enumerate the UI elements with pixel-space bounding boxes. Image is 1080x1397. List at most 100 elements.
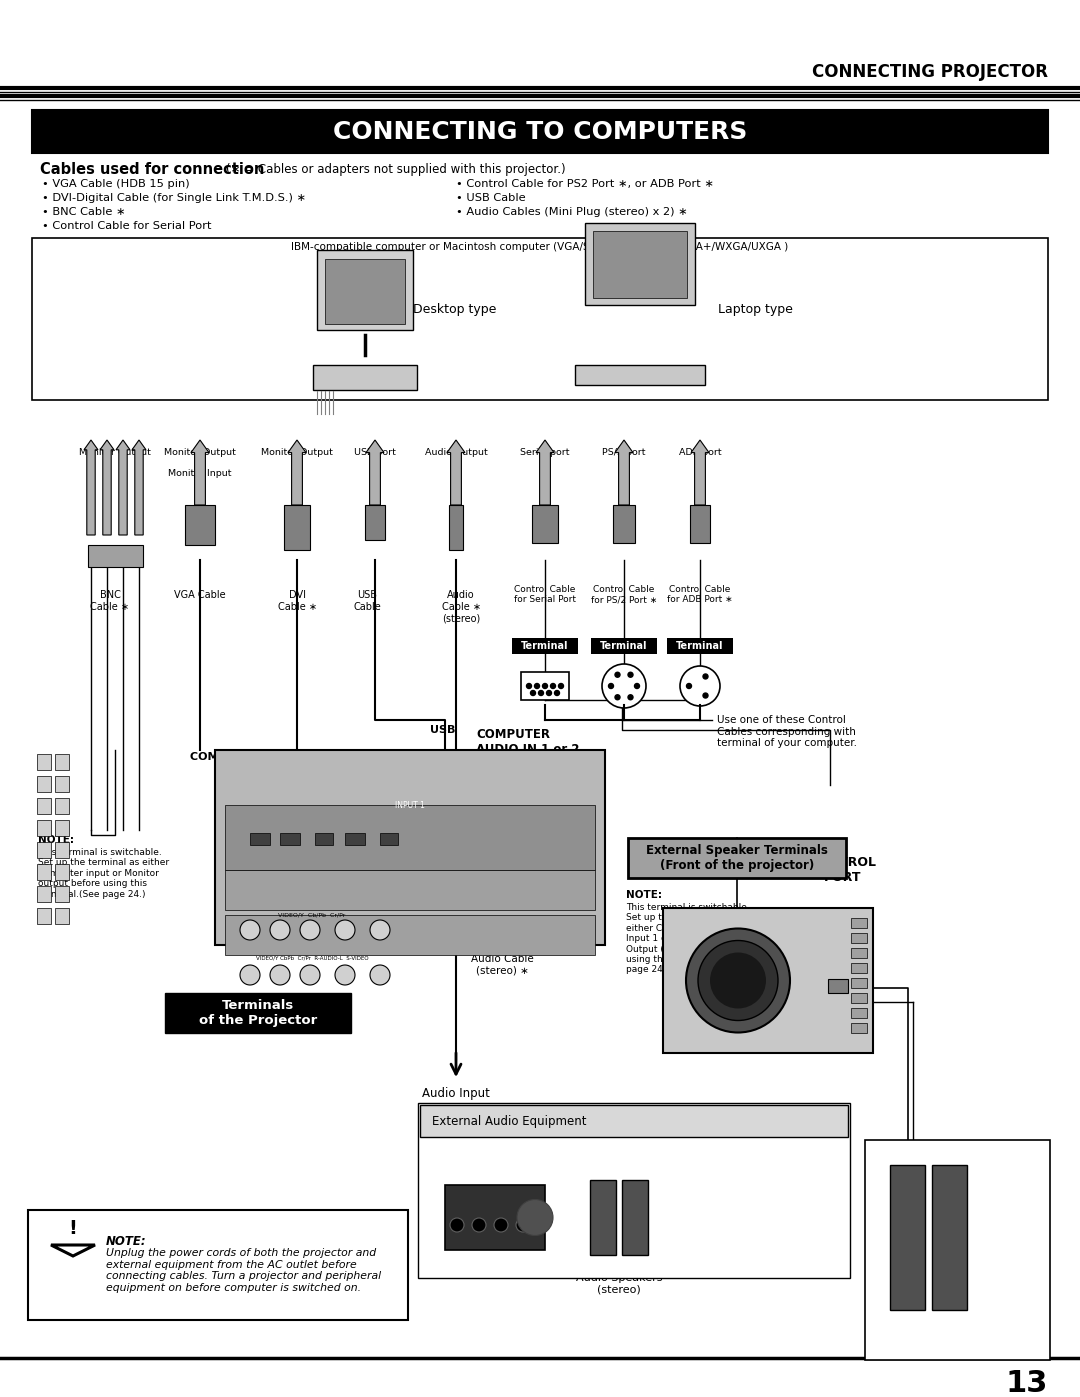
Polygon shape bbox=[447, 440, 465, 504]
Text: Audio
Cable ∗
(stereo): Audio Cable ∗ (stereo) bbox=[442, 590, 481, 623]
Text: Serial port: Serial port bbox=[521, 448, 570, 457]
Text: NOTE:: NOTE: bbox=[626, 890, 662, 900]
Circle shape bbox=[680, 666, 720, 705]
Text: (∗ = Cables or adapters not supplied with this projector.): (∗ = Cables or adapters not supplied wit… bbox=[226, 163, 566, 176]
Circle shape bbox=[472, 1218, 486, 1232]
Circle shape bbox=[240, 965, 260, 985]
Text: !: ! bbox=[68, 1220, 78, 1239]
Bar bbox=[627, 838, 846, 877]
Circle shape bbox=[450, 1218, 464, 1232]
Bar bbox=[37, 754, 51, 770]
Text: INPUT 1: INPUT 1 bbox=[395, 800, 424, 809]
Circle shape bbox=[551, 683, 555, 689]
Circle shape bbox=[627, 672, 633, 678]
Circle shape bbox=[635, 683, 639, 689]
Text: Control Cable
for ADB Port ∗: Control Cable for ADB Port ∗ bbox=[667, 585, 733, 605]
Text: VIDEO/Y CbPb  Cr/Pr  R-AUDIO-L  S-VIDEO: VIDEO/Y CbPb Cr/Pr R-AUDIO-L S-VIDEO bbox=[256, 956, 368, 961]
Text: • Control Cable for PS2 Port ∗, or ADB Port ∗: • Control Cable for PS2 Port ∗, or ADB P… bbox=[456, 179, 714, 189]
Polygon shape bbox=[100, 440, 114, 535]
Text: Audio Amplifier: Audio Amplifier bbox=[449, 1261, 540, 1274]
Text: Monitor Output: Monitor Output bbox=[261, 448, 333, 457]
Circle shape bbox=[703, 673, 708, 679]
Polygon shape bbox=[51, 1245, 95, 1256]
Bar bbox=[851, 1009, 867, 1018]
Text: COMPUTER
AUDIO IN 1 or 2: COMPUTER AUDIO IN 1 or 2 bbox=[476, 728, 580, 756]
Bar bbox=[55, 775, 69, 792]
Bar bbox=[585, 224, 696, 305]
Text: PS/2 port: PS/2 port bbox=[603, 448, 646, 457]
Bar bbox=[315, 833, 333, 845]
Text: Audio Input: Audio Input bbox=[422, 1087, 490, 1099]
Text: USB: USB bbox=[430, 725, 456, 735]
Text: AUDIO OUT: AUDIO OUT bbox=[450, 854, 525, 866]
Bar bbox=[593, 231, 687, 298]
Bar bbox=[37, 798, 51, 814]
Text: Unplug the power cords of both the projector and
external equipment from the AC : Unplug the power cords of both the proje… bbox=[106, 1248, 381, 1292]
Text: DVI
Cable ∗: DVI Cable ∗ bbox=[278, 590, 316, 612]
Bar bbox=[865, 1140, 1050, 1361]
Text: CONNECTING TO COMPUTERS: CONNECTING TO COMPUTERS bbox=[333, 120, 747, 144]
Bar bbox=[851, 993, 867, 1003]
Polygon shape bbox=[288, 440, 306, 504]
Text: IBM-compatible computer or Macintosh computer (VGA/SVGA/XGA/SXGA/SXGA+/WXGA/UXGA: IBM-compatible computer or Macintosh com… bbox=[292, 242, 788, 251]
Bar bbox=[828, 979, 848, 993]
Text: Laptop type: Laptop type bbox=[718, 303, 793, 317]
Circle shape bbox=[300, 965, 320, 985]
Circle shape bbox=[602, 664, 646, 708]
Bar bbox=[37, 820, 51, 835]
Text: This terminal is switchable.
Set up the terminal as either
Computer input or Mon: This terminal is switchable. Set up the … bbox=[38, 848, 170, 898]
Bar bbox=[445, 1185, 545, 1250]
Text: • USB Cable: • USB Cable bbox=[456, 193, 526, 203]
Bar bbox=[365, 504, 384, 541]
Bar bbox=[851, 1023, 867, 1032]
Bar bbox=[280, 833, 300, 845]
Circle shape bbox=[335, 921, 355, 940]
Circle shape bbox=[615, 672, 620, 678]
Text: ADB port: ADB port bbox=[678, 448, 721, 457]
Bar bbox=[165, 993, 351, 1032]
Bar bbox=[55, 863, 69, 880]
Bar bbox=[851, 978, 867, 988]
Circle shape bbox=[687, 683, 691, 689]
Text: COMPUTER IN DIGITAL: COMPUTER IN DIGITAL bbox=[460, 752, 599, 761]
Text: CONNECTING PROJECTOR: CONNECTING PROJECTOR bbox=[812, 63, 1048, 81]
Text: • Audio Cables (Mini Plug (stereo) x 2) ∗: • Audio Cables (Mini Plug (stereo) x 2) … bbox=[456, 207, 688, 217]
Bar bbox=[622, 1180, 648, 1255]
Text: Audio Speakers
(stereo): Audio Speakers (stereo) bbox=[576, 1273, 662, 1295]
Bar bbox=[55, 886, 69, 902]
Bar bbox=[225, 870, 595, 909]
Bar bbox=[37, 842, 51, 858]
Bar bbox=[667, 638, 733, 654]
Bar bbox=[249, 833, 270, 845]
Polygon shape bbox=[84, 440, 98, 535]
Bar bbox=[55, 754, 69, 770]
Text: Terminals
of the Projector: Terminals of the Projector bbox=[199, 999, 318, 1027]
Text: NOTE:: NOTE: bbox=[106, 1235, 147, 1248]
Bar bbox=[284, 504, 310, 550]
Circle shape bbox=[300, 921, 320, 940]
Bar bbox=[55, 908, 69, 923]
Bar bbox=[851, 963, 867, 972]
Bar bbox=[32, 110, 1048, 154]
Text: • BNC Cable ∗: • BNC Cable ∗ bbox=[42, 207, 125, 217]
Polygon shape bbox=[536, 440, 554, 504]
Circle shape bbox=[335, 965, 355, 985]
Bar bbox=[851, 918, 867, 928]
Text: Monitor Output: Monitor Output bbox=[79, 448, 151, 457]
Bar bbox=[591, 638, 657, 654]
Polygon shape bbox=[615, 440, 633, 504]
Bar bbox=[55, 798, 69, 814]
Text: VIDEO/Y  Cb/Pb  Cr/Pr: VIDEO/Y Cb/Pb Cr/Pr bbox=[279, 912, 346, 918]
Bar bbox=[420, 1105, 848, 1137]
Polygon shape bbox=[691, 440, 708, 504]
Bar bbox=[37, 863, 51, 880]
Circle shape bbox=[270, 921, 291, 940]
Circle shape bbox=[539, 690, 543, 696]
Text: BNC
Cable ∗: BNC Cable ∗ bbox=[91, 590, 130, 612]
Text: Cables used for connection: Cables used for connection bbox=[40, 162, 265, 177]
Bar bbox=[532, 504, 558, 543]
Polygon shape bbox=[191, 440, 210, 504]
Text: Use one of these Control
Cables corresponding with
terminal of your computer.: Use one of these Control Cables correspo… bbox=[717, 715, 858, 749]
Bar bbox=[380, 833, 399, 845]
Bar bbox=[418, 1104, 850, 1278]
